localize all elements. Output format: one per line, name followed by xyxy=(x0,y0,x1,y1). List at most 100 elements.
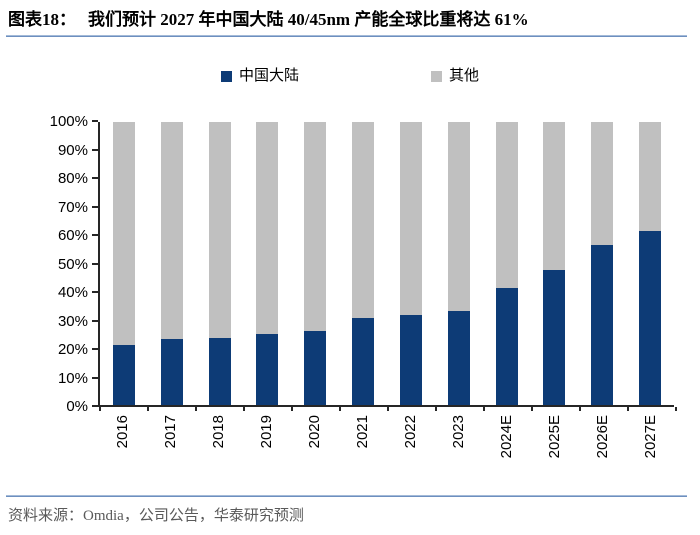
x-axis-label: 2023 xyxy=(434,407,482,481)
footer-divider xyxy=(6,495,687,497)
x-axis-label-text: 2021 xyxy=(353,415,371,449)
others-segment xyxy=(208,122,231,339)
y-axis-tick xyxy=(92,148,98,151)
others-segment xyxy=(160,122,183,340)
legend-label: 中国大陆 xyxy=(238,67,299,84)
y-axis-tick xyxy=(92,234,98,236)
y-axis-tick xyxy=(92,262,98,265)
bar-cell xyxy=(435,122,483,405)
y-axis-tick xyxy=(92,291,98,293)
x-axis-label: 2017 xyxy=(146,407,194,481)
others-segment xyxy=(495,122,518,289)
x-axis-tick xyxy=(147,407,149,411)
y-axis-tick-label: 100% xyxy=(49,113,88,130)
y-axis-tick-label: 70% xyxy=(57,198,88,216)
x-axis-tick xyxy=(579,407,581,411)
china-segment xyxy=(639,231,662,405)
bar-cell xyxy=(196,122,244,405)
y-axis-tick-label: 50% xyxy=(57,255,88,273)
y-axis-tick xyxy=(92,319,98,322)
y-axis-tick-label: 10% xyxy=(57,369,88,387)
y-axis-tick-label: 60% xyxy=(57,227,88,244)
x-axis-label-text: 2027E xyxy=(641,415,659,459)
bars-container xyxy=(100,122,674,405)
y-axis-tick xyxy=(92,120,98,122)
x-axis-label: 2025E xyxy=(530,407,578,481)
x-axis-label: 2016 xyxy=(98,407,146,481)
legend-swatch-icon xyxy=(431,70,442,82)
x-axis-label: 2018 xyxy=(194,407,242,481)
y-axis-tick xyxy=(92,177,98,179)
x-axis-label: 2026E xyxy=(578,407,626,481)
legend-swatch-icon xyxy=(220,70,232,82)
y-axis-tick-label: 90% xyxy=(57,141,88,159)
china-segment xyxy=(352,318,375,405)
china-segment xyxy=(304,330,327,405)
china-segment xyxy=(112,345,135,405)
y-axis-tick xyxy=(92,348,98,350)
others-segment xyxy=(639,122,662,232)
x-axis-label-text: 2025E xyxy=(545,415,563,459)
y-axis-tick xyxy=(92,205,98,208)
others-segment xyxy=(399,122,422,316)
x-axis-label-text: 2024E xyxy=(497,415,515,459)
x-axis-label-text: 2019 xyxy=(257,415,275,449)
stacked-bar xyxy=(208,122,231,405)
y-axis-tick xyxy=(92,376,98,379)
bar-cell xyxy=(626,122,674,405)
stacked-bar-chart: 0% 10% 20% 30% 40% 50% 60% 70% 80% 90% 100% 2016 20… xyxy=(0,113,700,481)
x-axis-label: 2020 xyxy=(290,407,338,481)
x-axis-label-text: 2020 xyxy=(305,415,323,449)
title-underline xyxy=(6,35,687,37)
stacked-bar xyxy=(160,122,183,405)
figure-title: 图表18： 我们预计 2027 年中国大陆 40/45nm 产能全球比重将达 61… xyxy=(0,0,700,32)
x-axis-label-text: 2017 xyxy=(161,415,179,449)
x-axis-tick xyxy=(339,407,341,411)
others-segment xyxy=(447,122,470,311)
china-segment xyxy=(543,269,566,405)
chart-legend: 中国大陆 其他 xyxy=(0,66,700,86)
bar-cell xyxy=(483,122,531,405)
china-segment xyxy=(256,333,279,405)
x-axis-tick xyxy=(291,407,293,411)
others-segment xyxy=(256,122,279,334)
bar-cell xyxy=(148,122,196,405)
others-segment xyxy=(352,122,375,319)
others-segment xyxy=(304,122,327,331)
china-segment xyxy=(399,315,422,405)
plot-area: 0% 10% 20% 30% 40% 50% 60% 70% 80% 90% 100% xyxy=(50,113,677,415)
source-note: 资料来源：Omdia，公司公告，华泰研究预测 xyxy=(8,508,304,524)
stacked-bar xyxy=(447,122,470,405)
china-segment xyxy=(208,338,231,405)
x-axis-tick xyxy=(675,407,677,411)
y-axis-tick-label: 30% xyxy=(57,312,88,330)
legend-item: 其他 xyxy=(431,67,480,84)
x-axis-label-text: 2026E xyxy=(593,415,611,459)
x-axis-label-text: 2016 xyxy=(113,415,131,449)
others-segment xyxy=(112,122,135,346)
x-axis-tick xyxy=(99,407,101,411)
others-segment xyxy=(591,122,614,246)
x-axis-label-text: 2022 xyxy=(401,415,419,449)
stacked-bar xyxy=(495,122,518,405)
y-axis-tick xyxy=(92,405,98,407)
legend-item: 中国大陆 xyxy=(220,67,299,84)
x-axis-label: 2024E xyxy=(482,407,530,481)
x-axis-labels: 2016 2017 2018 2019 2020 2021 2022 2023 2024E 202… xyxy=(98,407,674,481)
bar-cell xyxy=(578,122,626,405)
bar-cell xyxy=(530,122,578,405)
y-axis-tick-label: 0% xyxy=(66,398,88,415)
china-segment xyxy=(160,339,183,405)
x-axis-tick xyxy=(195,407,197,411)
bar-cell xyxy=(243,122,291,405)
x-axis-label: 2022 xyxy=(386,407,434,481)
stacked-bar xyxy=(112,122,135,405)
x-axis-tick xyxy=(531,407,533,411)
y-axis-tick-label: 40% xyxy=(57,284,88,301)
x-axis-tick xyxy=(387,407,389,411)
x-axis-label: 2021 xyxy=(338,407,386,481)
x-axis-tick xyxy=(627,407,629,411)
china-segment xyxy=(447,310,470,405)
legend-label: 其他 xyxy=(449,67,480,84)
